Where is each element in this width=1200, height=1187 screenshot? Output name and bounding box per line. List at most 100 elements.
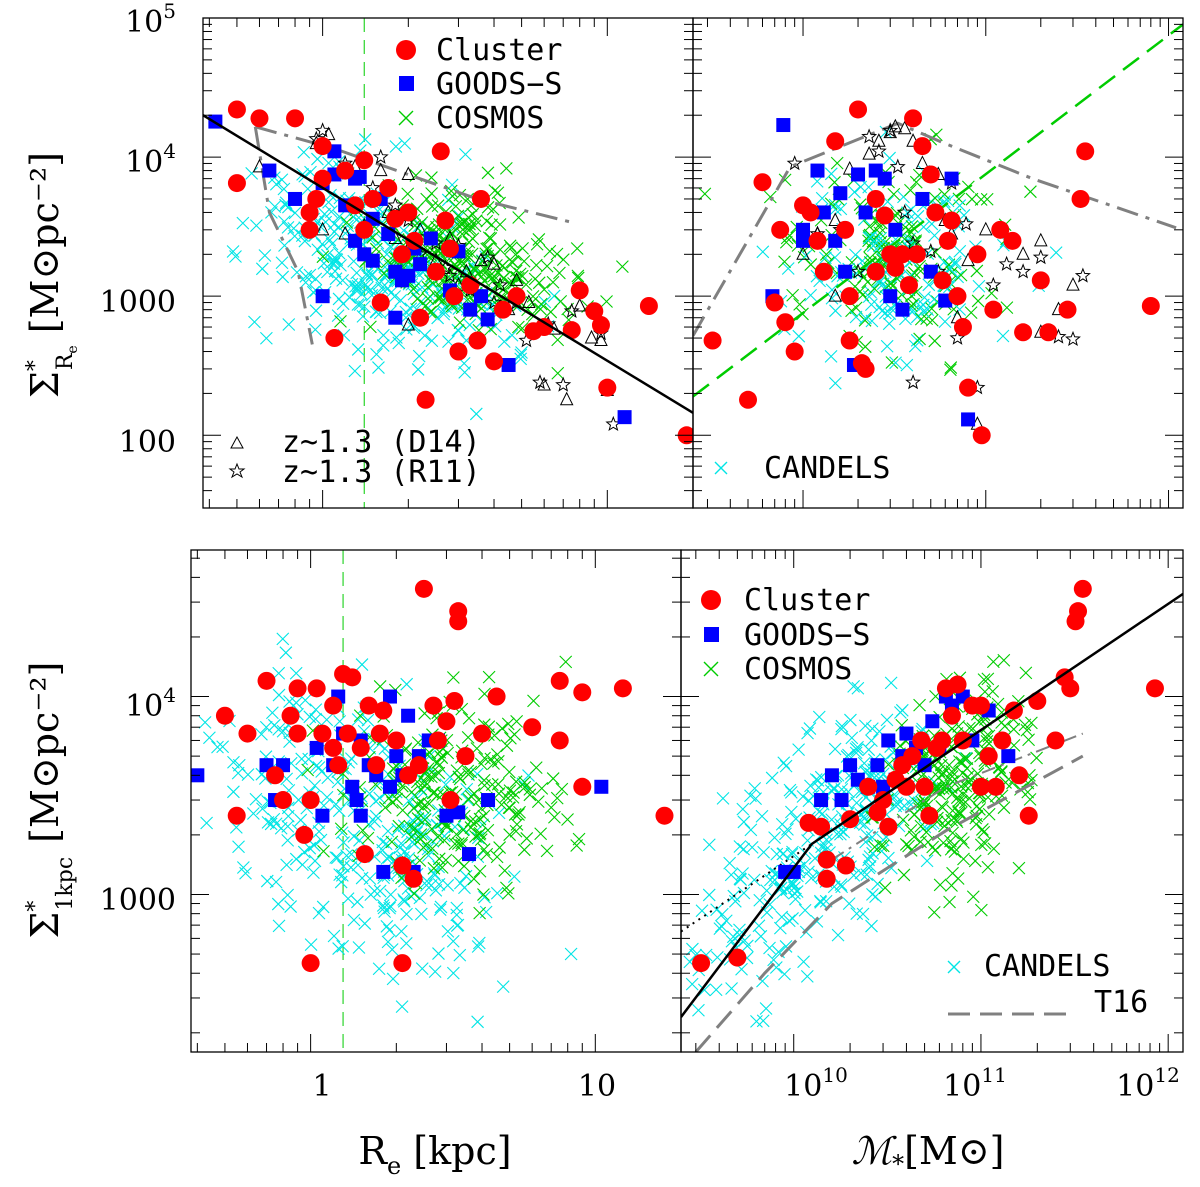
goods-point <box>838 264 853 279</box>
goods-point <box>365 253 380 268</box>
candels-point <box>376 339 390 352</box>
r11-point <box>870 142 887 159</box>
d14-point <box>315 221 330 236</box>
ytick-bot-1000: 1000 <box>100 883 176 918</box>
panel-ticks <box>191 550 682 1052</box>
cluster-point <box>456 747 475 766</box>
candels-point <box>773 921 787 935</box>
goods-point <box>870 758 885 773</box>
cluster-point <box>1071 189 1090 208</box>
y-axis-label-bottom-units: [M⊙pc⁻²] <box>23 662 67 843</box>
candels-point <box>231 766 245 780</box>
candels-point <box>299 276 313 289</box>
cosmos-point <box>980 192 994 206</box>
d14-point <box>559 391 574 406</box>
candels-point <box>847 680 861 693</box>
candels-point <box>378 905 392 919</box>
cluster-point <box>573 683 592 702</box>
cosmos-point <box>561 813 574 826</box>
r11-point <box>563 302 580 319</box>
candels-point <box>849 248 862 262</box>
legend-br-candels-marker <box>947 960 961 974</box>
candels-point <box>268 200 282 214</box>
candels-point <box>515 346 528 359</box>
candels-point <box>828 376 842 390</box>
cluster-point <box>301 954 320 973</box>
candels-point <box>835 880 849 894</box>
cluster-point <box>933 731 952 750</box>
candels-point <box>737 815 751 829</box>
candels-point <box>928 229 941 242</box>
candels-point <box>388 290 402 303</box>
candels-point <box>938 315 952 328</box>
cosmos-point <box>981 672 995 686</box>
candels-point <box>361 713 375 727</box>
candels-point <box>804 871 818 885</box>
cluster-point <box>613 679 632 698</box>
candels-point <box>865 722 879 736</box>
cluster-point <box>379 178 398 197</box>
cosmos-point <box>495 722 509 735</box>
cosmos-point <box>425 842 439 855</box>
candels-point <box>866 239 880 253</box>
goods-point <box>345 779 360 794</box>
cosmos-point <box>503 784 517 798</box>
cosmos-point <box>464 765 478 779</box>
cosmos-point <box>477 773 491 787</box>
y-axis-label-top-subsub: e <box>65 345 81 353</box>
cluster-point <box>355 151 374 170</box>
cluster-point <box>471 189 490 208</box>
cosmos-point <box>520 832 534 845</box>
candels-point <box>415 962 429 975</box>
candels-point <box>316 900 330 914</box>
goods-point <box>315 289 330 304</box>
cosmos-point <box>419 838 433 852</box>
candels-point <box>547 289 561 303</box>
cluster-point <box>1046 731 1065 750</box>
goods-point <box>776 118 791 133</box>
candels-point <box>297 845 311 859</box>
candels-point <box>471 831 485 845</box>
candels-point <box>685 977 699 991</box>
cosmos-point <box>502 765 516 779</box>
candels-point <box>824 349 838 363</box>
candels-point <box>779 940 793 953</box>
cluster-point <box>343 668 362 687</box>
cluster-point <box>535 318 554 337</box>
candels-point <box>724 868 738 882</box>
candels-point <box>1049 246 1063 259</box>
cosmos-point <box>960 762 974 775</box>
d14-point <box>509 272 524 286</box>
r11-point <box>922 243 939 259</box>
cosmos-point <box>977 825 991 839</box>
cosmos-point <box>482 670 496 684</box>
candels-point <box>332 292 346 306</box>
d14-point <box>978 221 993 236</box>
candels-point <box>790 885 804 898</box>
xtick-right-1e10-exp: 10 <box>822 1063 847 1087</box>
cosmos-point <box>946 804 960 817</box>
cosmos-point <box>369 242 383 256</box>
cosmos-point <box>926 840 940 854</box>
candels-point <box>322 156 335 170</box>
y-axis-label-top-sub: R <box>53 352 78 370</box>
candels-point <box>320 790 334 804</box>
goods-point <box>288 191 303 206</box>
y-axis-label-top-star: * <box>23 360 48 371</box>
goods-point <box>923 264 938 279</box>
candels-point <box>203 731 216 745</box>
candels-point <box>471 940 485 953</box>
cluster-point <box>441 791 460 810</box>
cosmos-point <box>503 239 517 253</box>
candels-point <box>368 815 381 828</box>
cosmos-point <box>361 831 375 845</box>
candels-point <box>289 852 303 866</box>
cosmos-point <box>481 166 495 180</box>
cluster-point <box>301 791 320 810</box>
cosmos-point <box>301 763 315 777</box>
legend-d14-label: z~1.3 (D14) <box>282 425 481 460</box>
candels-point <box>835 719 849 733</box>
legend-candels-marker <box>714 461 728 475</box>
cluster-point <box>812 817 831 836</box>
d14-point <box>897 120 912 135</box>
